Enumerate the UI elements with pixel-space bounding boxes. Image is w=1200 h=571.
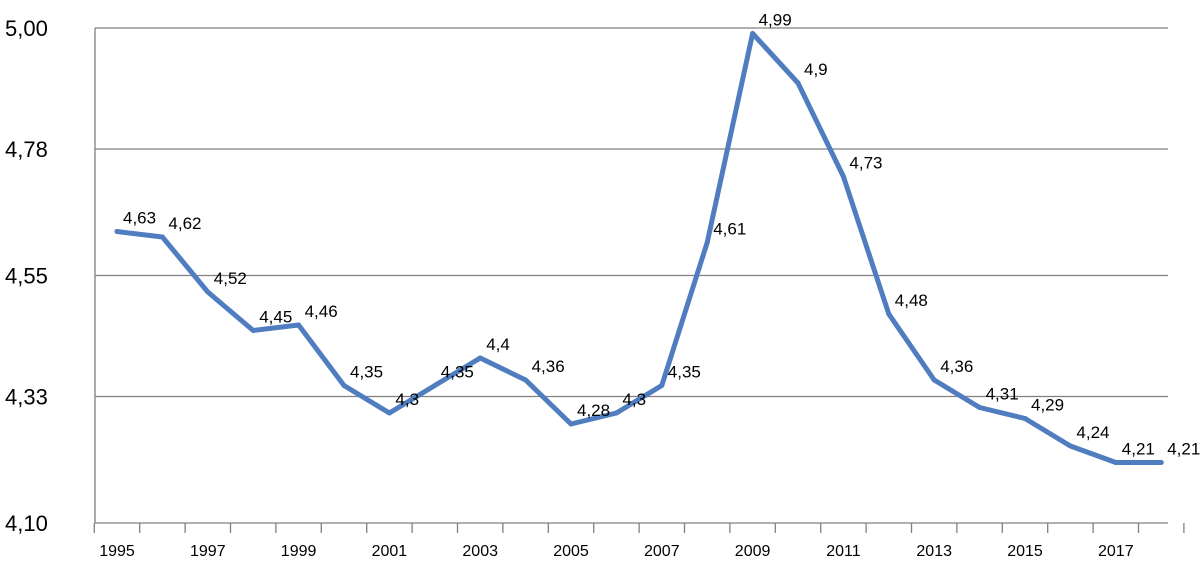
data-label: 4,99 — [759, 11, 792, 30]
data-label: 4,62 — [168, 214, 201, 233]
data-label: 4,52 — [214, 269, 247, 288]
data-point — [659, 383, 665, 388]
data-point — [205, 289, 211, 295]
x-tick-label: 2005 — [553, 543, 589, 560]
data-point — [1158, 460, 1164, 465]
x-tick-label: 2009 — [735, 543, 771, 560]
data-label: 4,36 — [940, 357, 973, 376]
data-label: 4,21 — [1122, 440, 1155, 459]
data-label: 4,3 — [622, 390, 646, 409]
data-point — [1113, 460, 1119, 465]
y-tick-label: 4,55 — [5, 264, 48, 289]
data-point — [568, 421, 574, 427]
data-point — [159, 234, 165, 240]
y-tick-label: 4,33 — [5, 385, 48, 410]
data-point — [977, 405, 983, 410]
data-label: 4,63 — [123, 209, 156, 228]
y-tick-label: 4,78 — [5, 137, 48, 162]
data-point — [750, 31, 756, 36]
data-label: 4,35 — [668, 363, 701, 382]
data-point — [840, 174, 846, 179]
data-label: 4,48 — [895, 291, 928, 310]
data-point — [432, 383, 438, 388]
data-point — [296, 322, 302, 328]
data-point — [931, 377, 937, 383]
x-tick-label: 2017 — [1098, 543, 1134, 560]
data-label: 4,28 — [577, 401, 610, 420]
x-tick-label: 2003 — [462, 543, 498, 560]
x-tick-label: 2001 — [372, 543, 408, 560]
x-tick-label: 1999 — [281, 543, 317, 560]
data-point — [886, 311, 892, 317]
data-point — [250, 328, 256, 333]
data-point — [1067, 443, 1073, 449]
x-tick-label: 1997 — [190, 543, 226, 560]
data-label: 4,3 — [395, 390, 419, 409]
data-point — [704, 240, 710, 245]
x-tick-label: 2007 — [644, 543, 680, 560]
grid-layer — [95, 27, 1168, 524]
data-label: 4,61 — [713, 220, 746, 239]
data-point — [1022, 416, 1028, 421]
data-label: 4,21 — [1167, 440, 1200, 459]
x-tick-label: 2011 — [826, 543, 861, 560]
data-label-layer: 4,63 4,62 4,52 4,45 4,46 4,35 4,3 4,35 4,4 4,36 4,… — [123, 11, 1200, 459]
data-label: 4,36 — [532, 357, 565, 376]
series-line — [114, 31, 1164, 465]
data-point — [386, 410, 392, 416]
axis-layer: 4,10 4,33 4,55 4,78 5,00 1995 1997 1999 2001 2003… — [5, 16, 1185, 560]
data-label: 4,35 — [350, 363, 383, 382]
x-tick-label: 2015 — [1007, 543, 1043, 560]
data-point — [114, 229, 120, 234]
data-point — [613, 410, 619, 416]
data-label: 4,46 — [305, 302, 338, 321]
data-label: 4,35 — [441, 363, 474, 382]
x-tick-label: 2013 — [916, 543, 952, 560]
series-layer — [114, 31, 1164, 465]
data-point — [477, 355, 483, 361]
data-label: 4,73 — [849, 154, 882, 173]
data-label: 4,29 — [1031, 396, 1064, 415]
data-label: 4,24 — [1076, 423, 1109, 442]
data-label: 4,9 — [804, 60, 828, 79]
data-point — [795, 80, 801, 86]
data-label: 4,4 — [486, 335, 510, 354]
y-tick-label: 5,00 — [5, 16, 48, 41]
data-label: 4,31 — [986, 385, 1019, 404]
y-tick-label: 4,10 — [5, 511, 48, 536]
data-label: 4,45 — [259, 308, 292, 327]
data-point — [523, 377, 529, 383]
x-tick-label: 1995 — [99, 543, 135, 560]
data-point — [341, 383, 347, 388]
